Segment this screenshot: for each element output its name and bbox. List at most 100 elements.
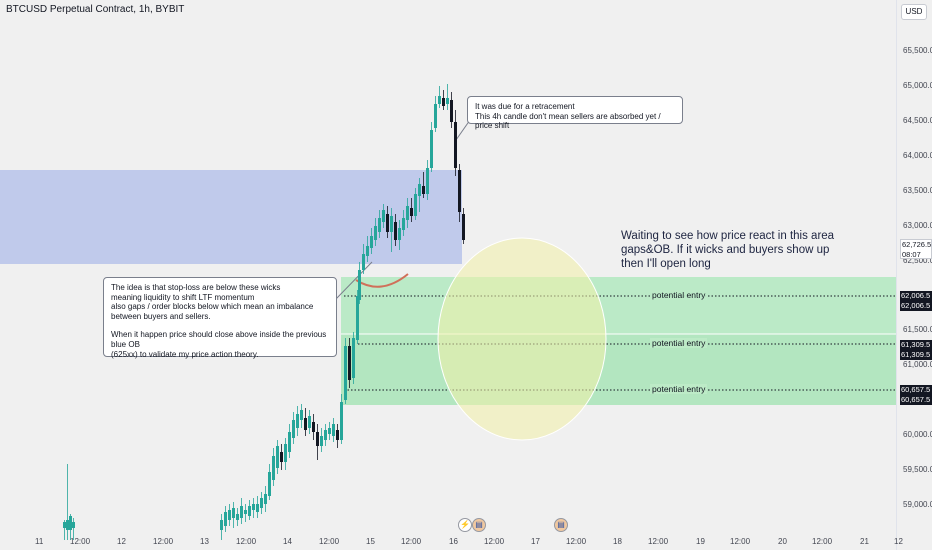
candle-body [402, 218, 405, 230]
time-tick: 12:00 [319, 537, 340, 546]
candle-body [224, 512, 227, 526]
callout-line: meaning liquidity to shift LTF momentum [111, 292, 255, 302]
candle-body [390, 216, 393, 232]
candle-body [236, 514, 239, 520]
time-tick: 12:00 [70, 537, 91, 546]
retracement-callout-pointer [455, 119, 471, 141]
time-tick: 14 [283, 537, 292, 546]
candle-body [268, 472, 271, 496]
idea-callout-pointer [334, 261, 373, 301]
note-line: gaps&OB. If it wicks and buyers show up [621, 244, 830, 256]
price-tick: 61,500.0 [903, 325, 932, 334]
flag-icon[interactable]: ▤ [554, 518, 568, 532]
candle-body [418, 184, 421, 196]
callout-line: The idea is that stop-loss are below the… [111, 283, 281, 292]
time-tick: 12:00 [566, 537, 587, 546]
price-tick: 65,500.0 [903, 46, 932, 55]
time-tick: 13 [200, 537, 209, 546]
callout-line: also gaps / order blocks below which mea… [111, 302, 314, 312]
time-tick: 12 [117, 537, 126, 546]
candle-body [366, 246, 369, 256]
candle-body [296, 414, 299, 428]
candle-body [260, 498, 263, 508]
candle-body [394, 222, 397, 240]
waiting-note[interactable]: Waiting to see how price react in this a… [621, 229, 834, 271]
callout-line: This 4h candle don't mean sellers are ab… [475, 111, 661, 131]
candle-body [300, 410, 303, 420]
flag-icon[interactable]: ▤ [472, 518, 486, 532]
time-tick: 17 [531, 537, 540, 546]
reaction-area-ellipse[interactable] [437, 237, 607, 441]
time-tick: 12:00 [236, 537, 257, 546]
candle-body [240, 506, 243, 518]
candle-body [228, 510, 231, 520]
candle-body [422, 186, 425, 194]
price-chart[interactable] [0, 0, 896, 550]
time-tick: 18 [613, 537, 622, 546]
candle-body [426, 168, 429, 194]
potential-entry-label[interactable]: potential entry [650, 338, 708, 348]
time-tick: 16 [449, 537, 458, 546]
time-tick: 20 [778, 537, 787, 546]
price-tick: 63,000.0 [903, 221, 932, 230]
note-line: then I'll open long [621, 258, 711, 270]
retracement-callout[interactable]: It was due for a retracement This 4h can… [467, 96, 683, 130]
time-tick: 12:00 [484, 537, 505, 546]
symbol-title[interactable]: BTCUSD Perpetual Contract, 1h, BYBIT [6, 4, 185, 15]
price-tick: 62,500.0 [903, 256, 932, 265]
time-tick: 19 [696, 537, 705, 546]
candle-body [332, 424, 335, 436]
lightning-icon[interactable]: ⚡ [458, 518, 472, 532]
entry-price-tag: 62,006.5 [900, 291, 932, 301]
candle-body [276, 446, 279, 468]
candle-body [328, 428, 331, 434]
candle-body [344, 346, 347, 400]
green-zone-upper-band [341, 277, 896, 334]
idea-callout[interactable]: The idea is that stop-loss are below the… [103, 277, 337, 359]
potential-entry-label[interactable]: potential entry [650, 290, 708, 300]
candle-body [284, 444, 287, 462]
callout-line: When it happen price should close above … [111, 330, 327, 349]
candle-body [248, 506, 251, 516]
candle-body [348, 346, 351, 380]
time-tick: 21 [860, 537, 869, 546]
candle-body [316, 432, 319, 446]
candle-body [252, 504, 255, 510]
price-tick: 64,500.0 [903, 116, 932, 125]
potential-entry-label[interactable]: potential entry [650, 384, 708, 394]
candle-body [232, 508, 235, 518]
entry-price-tag: 61,309.5 [900, 350, 932, 360]
entry-price-tag: 60,657.5 [900, 385, 932, 395]
candle-body [398, 228, 401, 240]
candle-body [304, 418, 307, 430]
candle-body [358, 270, 361, 300]
candle-body [414, 194, 417, 216]
price-tick: 59,000.0 [903, 500, 932, 509]
candle-body [458, 170, 461, 212]
time-tick: 12:00 [730, 537, 751, 546]
time-tick: 12:00 [648, 537, 669, 546]
candle-body [386, 214, 389, 232]
time-tick: 12:00 [812, 537, 833, 546]
current-price: 62,726.5 [902, 240, 932, 249]
callout-line: between buyers and sellers. [111, 311, 211, 321]
candle-body [72, 522, 75, 528]
currency-button[interactable]: USD [901, 4, 927, 20]
candle-body [356, 296, 359, 340]
candle-body [292, 420, 295, 438]
candle-body [362, 254, 365, 270]
candle-body [450, 100, 453, 122]
price-axis[interactable] [896, 0, 932, 550]
candle-body [378, 218, 381, 232]
current-price-label: 62,726.5 08:07 [900, 239, 932, 259]
candle-body [320, 436, 323, 446]
candle-body [446, 98, 449, 104]
price-tick: 65,000.0 [903, 81, 932, 90]
entry-price-tag: 62,006.5 [900, 301, 932, 311]
candle-body [410, 208, 413, 216]
time-tick: 15 [366, 537, 375, 546]
candle-body [312, 422, 315, 432]
candle-body [340, 402, 343, 440]
candle-countdown: 08:07 [902, 250, 921, 259]
